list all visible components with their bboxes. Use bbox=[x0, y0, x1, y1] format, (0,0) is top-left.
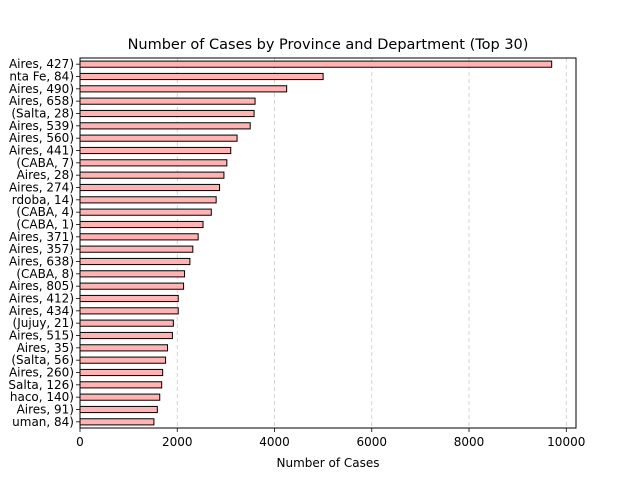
bar bbox=[79, 393, 161, 401]
x-tick-label: 6000 bbox=[356, 435, 387, 449]
y-tick-label: (Salta, 28) bbox=[11, 107, 74, 121]
y-tick-label: Aires, 412) bbox=[9, 292, 74, 306]
bar bbox=[79, 282, 185, 290]
y-tick-label: nta Fe, 84) bbox=[9, 70, 74, 84]
bar bbox=[79, 196, 217, 204]
y-tick-label: Aires, 35) bbox=[17, 341, 74, 355]
bar bbox=[79, 146, 232, 155]
axes-frame bbox=[79, 57, 577, 429]
bar bbox=[79, 270, 186, 278]
y-tick-label: (CABA, 8) bbox=[16, 267, 74, 281]
x-tick-label: 10000 bbox=[547, 435, 585, 449]
bar bbox=[79, 60, 553, 68]
y-ticks: Aires, 427)nta Fe, 84)Aires, 490)Aires, … bbox=[8, 57, 80, 429]
bar bbox=[79, 97, 256, 105]
bar bbox=[79, 368, 164, 377]
y-tick-label: Aires, 91) bbox=[17, 403, 74, 417]
x-tick-label: 8000 bbox=[454, 435, 485, 449]
y-tick-label: Aires, 274) bbox=[9, 181, 74, 195]
bar bbox=[79, 220, 204, 229]
bar bbox=[79, 344, 169, 352]
y-tick-label: haco, 140) bbox=[10, 390, 74, 404]
y-tick-label: (CABA, 1) bbox=[16, 218, 74, 232]
y-tick-label: Aires, 260) bbox=[9, 366, 74, 380]
y-tick-label: Aires, 805) bbox=[9, 279, 74, 293]
y-tick-label: (Salta, 56) bbox=[11, 353, 74, 367]
y-tick-label: Aires, 638) bbox=[9, 255, 74, 269]
bar bbox=[79, 405, 158, 414]
bar bbox=[79, 257, 191, 266]
y-tick-label: (CABA, 4) bbox=[16, 205, 74, 219]
x-ticks: 0 2000 4000 6000 8000 10000 bbox=[76, 428, 585, 449]
y-tick-label: Aires, 658) bbox=[9, 94, 74, 108]
bar bbox=[79, 171, 225, 179]
y-tick-label: (Jujuy, 21) bbox=[13, 316, 74, 330]
y-tick-label: Aires, 357) bbox=[9, 242, 74, 256]
x-tick-label: 0 bbox=[76, 435, 84, 449]
bar bbox=[79, 319, 174, 327]
bar bbox=[79, 85, 288, 93]
bars bbox=[79, 60, 553, 426]
bar bbox=[79, 159, 228, 167]
y-tick-label: Aires, 490) bbox=[9, 82, 74, 96]
bar bbox=[79, 356, 167, 364]
y-tick-label: rdoba, 14) bbox=[12, 193, 74, 207]
y-tick-label: Aires, 441) bbox=[9, 144, 74, 158]
y-tick-label: uman, 84) bbox=[12, 415, 74, 429]
bar bbox=[79, 294, 179, 303]
bar bbox=[79, 122, 251, 130]
y-tick-label: Aires, 560) bbox=[9, 131, 74, 145]
bar bbox=[79, 245, 194, 253]
y-tick-label: Aires, 515) bbox=[9, 329, 74, 343]
x-tick-label: 4000 bbox=[259, 435, 290, 449]
bar bbox=[79, 233, 199, 241]
y-tick-label: (CABA, 7) bbox=[16, 156, 74, 170]
y-tick-label: Salta, 126) bbox=[8, 378, 74, 392]
bar bbox=[79, 418, 155, 426]
x-axis-label: Number of Cases bbox=[276, 456, 379, 470]
y-tick-label: Aires, 434) bbox=[9, 304, 74, 318]
bar bbox=[79, 134, 238, 142]
bar bbox=[79, 307, 179, 315]
x-tick-label: 2000 bbox=[162, 435, 193, 449]
axes bbox=[79, 57, 577, 429]
chart-title: Number of Cases by Province and Departme… bbox=[128, 37, 529, 53]
bar bbox=[79, 331, 173, 340]
bar bbox=[79, 183, 221, 192]
bar bbox=[79, 381, 163, 389]
bar bbox=[79, 72, 324, 81]
y-tick-label: Aires, 28) bbox=[17, 168, 74, 182]
bar bbox=[79, 208, 212, 216]
y-tick-label: Aires, 539) bbox=[9, 119, 74, 133]
bar bbox=[79, 109, 255, 118]
y-tick-label: Aires, 371) bbox=[9, 230, 74, 244]
y-tick-label: Aires, 427) bbox=[9, 57, 74, 71]
